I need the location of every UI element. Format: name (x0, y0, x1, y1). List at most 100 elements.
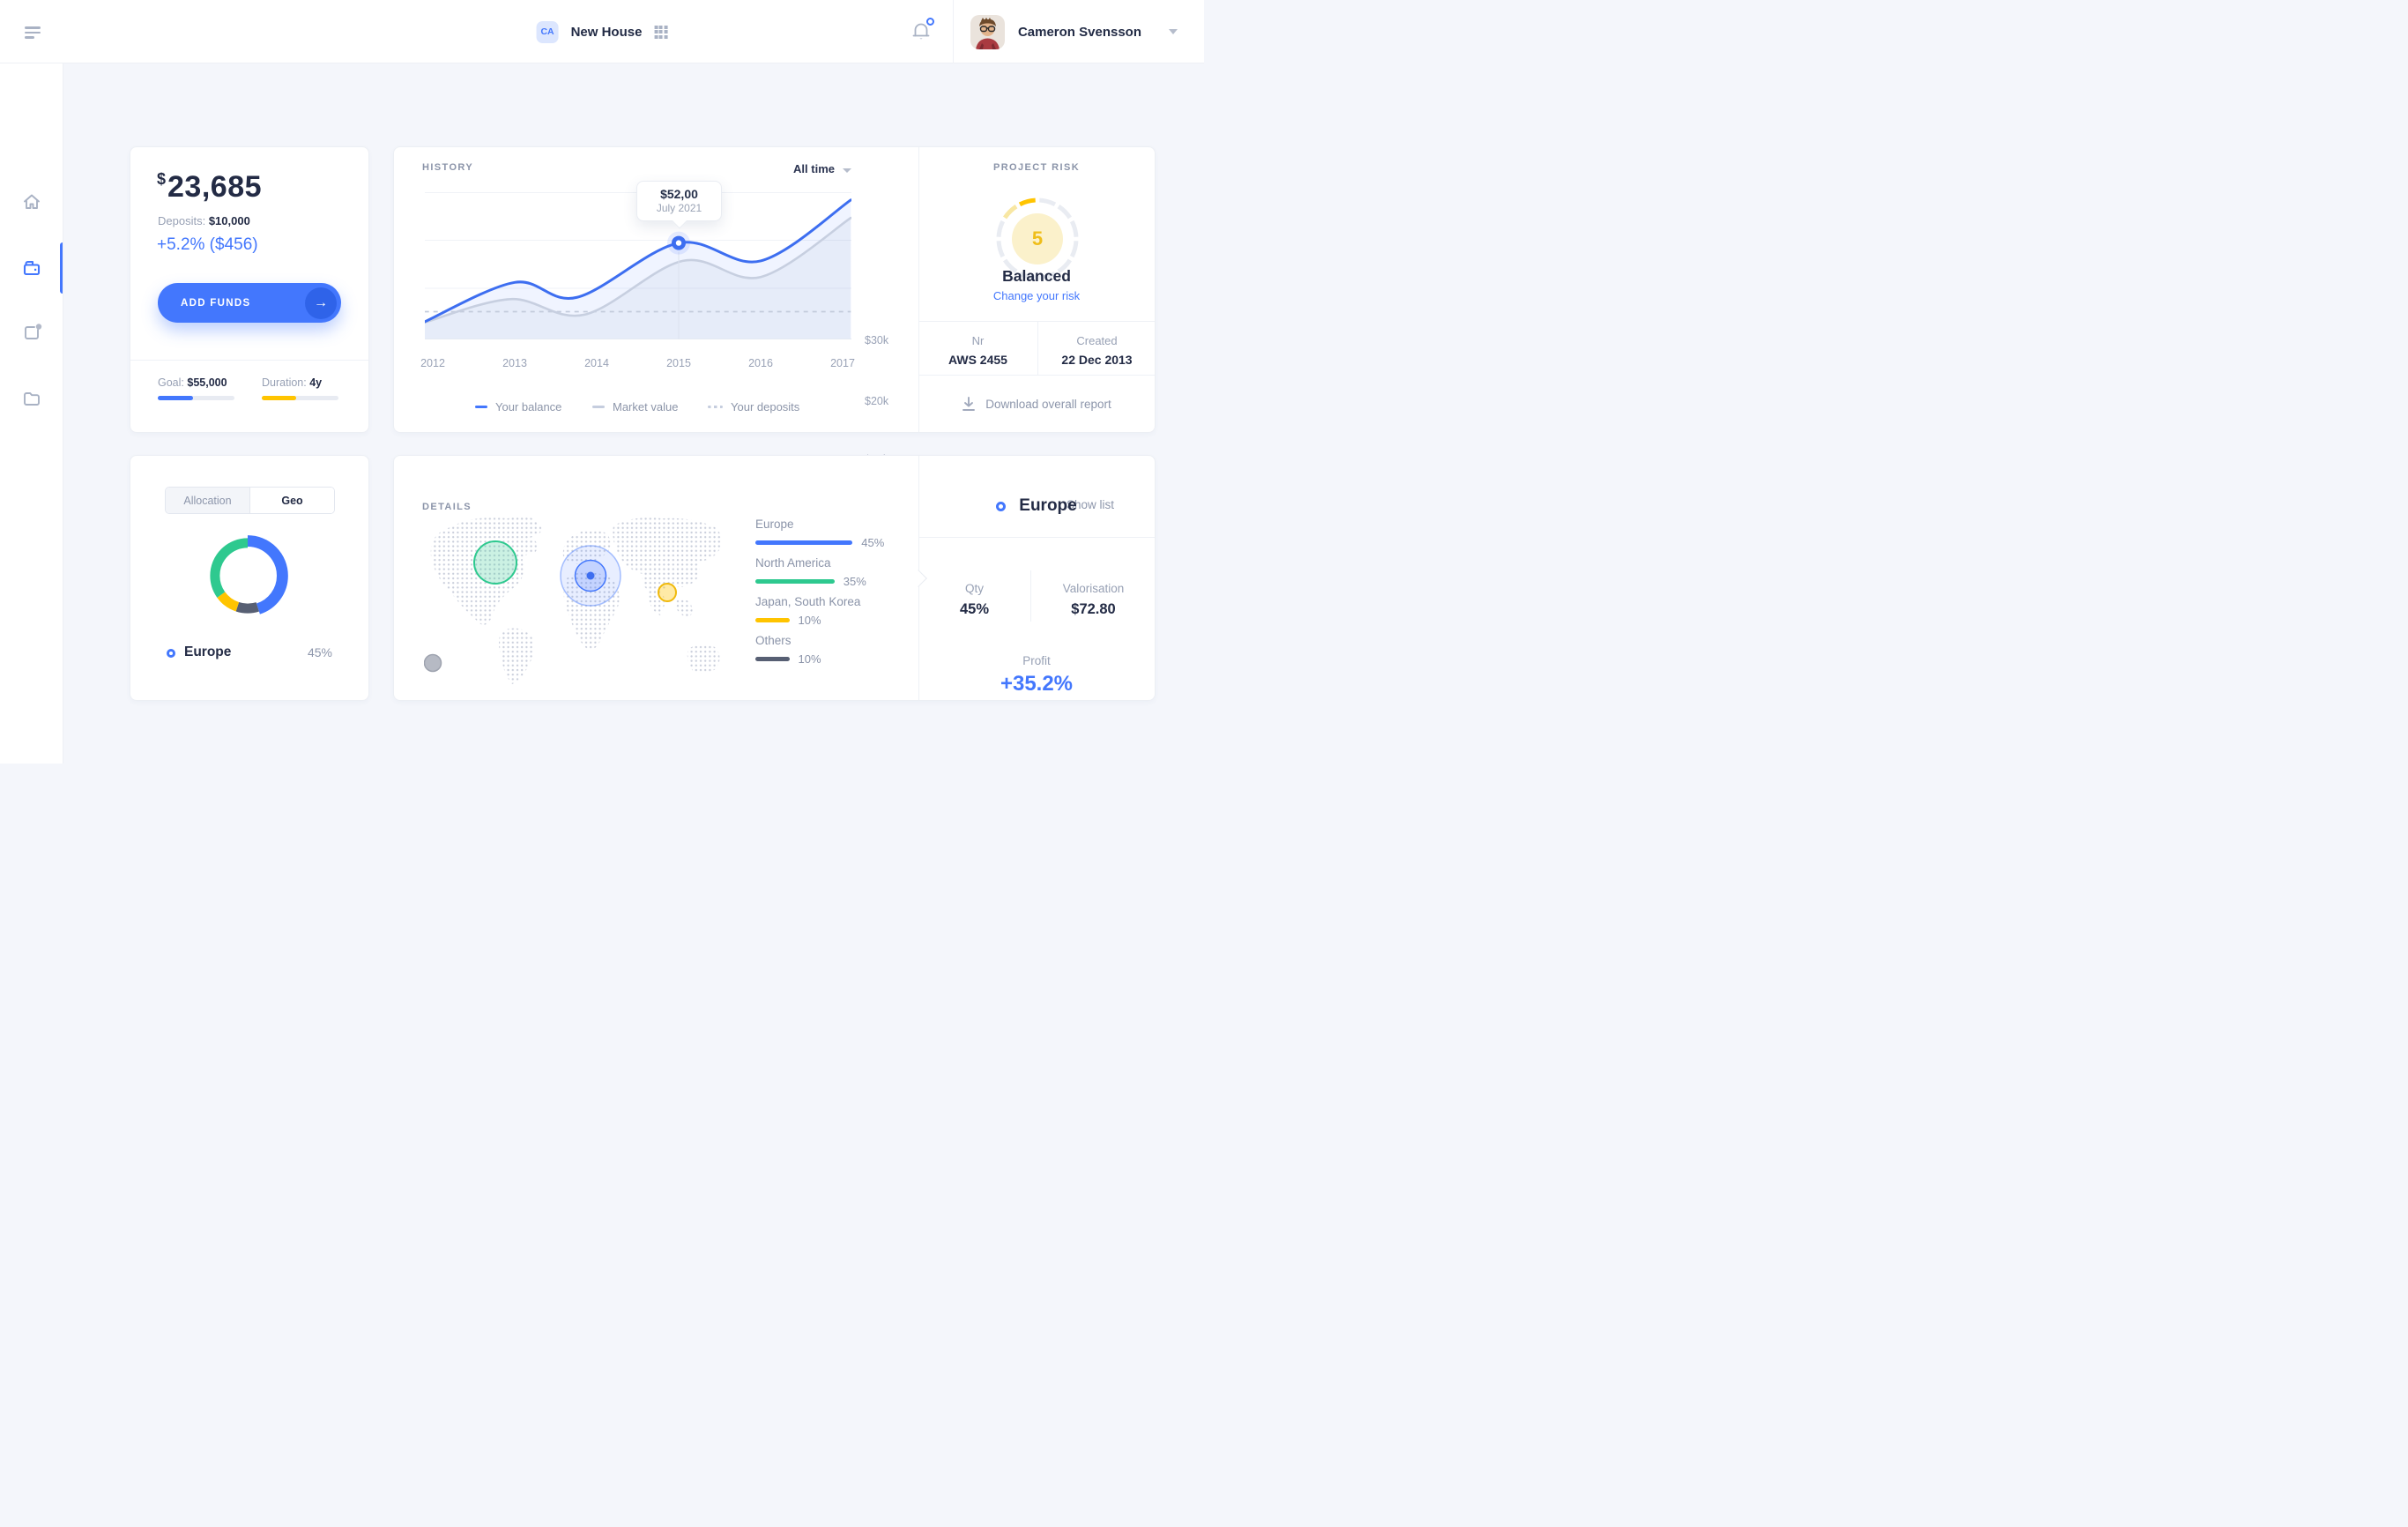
goal-line: Goal: $55,000 (158, 376, 227, 389)
wallet-icon (23, 260, 41, 276)
allocation-donut (207, 535, 288, 616)
qty-block: Qty 45% (959, 582, 990, 617)
duration-line: Duration: 4y (262, 376, 323, 389)
menu-icon[interactable] (25, 26, 41, 39)
donut-legend-name[interactable]: Europe (184, 644, 232, 659)
apps-grid-icon[interactable] (654, 25, 668, 39)
risk-created: Created 22 Dec 2013 (1061, 334, 1133, 367)
region-bar (755, 540, 853, 545)
workspace-switcher[interactable]: CA New House (536, 0, 668, 63)
europe-panel-title: Europe (1019, 496, 1077, 515)
x-axis-label: 2016 (748, 357, 773, 369)
divider (1030, 570, 1031, 622)
world-map (424, 508, 728, 693)
arrow-right-icon: → (305, 287, 337, 319)
notifications-button[interactable] (911, 18, 934, 42)
user-name[interactable]: Cameron Svensson (1017, 24, 1141, 40)
history-title: HISTORY (422, 162, 474, 173)
details-title: DETAILS (422, 502, 472, 512)
duration-progress (262, 396, 338, 400)
y-axis-label: $20k (865, 395, 889, 407)
divider (918, 537, 1155, 538)
valorisation-block: Valorisation $72.80 (1062, 582, 1125, 617)
x-axis-label: 2014 (584, 357, 609, 369)
legend-your-balance[interactable]: Your balance (475, 400, 561, 413)
risk-title: PROJECT RISK (992, 162, 1081, 173)
europe-bullet-icon (996, 501, 1007, 511)
card-divider (918, 147, 919, 432)
risk-gauge-svg (996, 197, 1079, 280)
balance-amount: $23,685 (157, 170, 263, 204)
duration-progress-fill (262, 396, 297, 400)
deposits-line: Deposits: $10,000 (158, 214, 250, 227)
download-icon (962, 396, 976, 411)
goal-progress (158, 396, 234, 400)
donut-legend-value: 45% (307, 645, 332, 659)
balance-change: +5.2% ($456) (157, 235, 258, 254)
region-row-europe[interactable]: Europe 45% (755, 518, 885, 549)
risk-score: 5 (1031, 227, 1044, 250)
legend-swatch (475, 405, 487, 409)
legend-your-deposits[interactable]: Your deposits (708, 400, 799, 413)
region-bar (755, 618, 790, 622)
region-bar (755, 657, 790, 661)
history-risk-card: HISTORY All time $30k $20k $10k 2012 201… (393, 146, 1156, 466)
geo-donut-chart (199, 527, 296, 624)
currency-symbol: $ (157, 170, 167, 188)
folder-icon (24, 392, 40, 406)
y-axis-label: $30k (865, 334, 889, 346)
report-icon (25, 324, 42, 339)
divider (1037, 321, 1038, 375)
europe-panel-header: Europe (918, 496, 1155, 516)
sidebar-item-home[interactable] (22, 192, 41, 212)
legend-market-value[interactable]: Market value (592, 400, 678, 413)
risk-nr: Nr AWS 2455 (948, 334, 1007, 367)
topbar-divider (952, 0, 954, 63)
sidebar-active-indicator (59, 242, 63, 294)
goal-progress-fill (158, 396, 194, 400)
add-funds-button[interactable]: ADD FUNDS → (158, 283, 341, 323)
map-marker-north-america[interactable] (473, 540, 517, 585)
avatar[interactable] (970, 14, 1005, 49)
map-marker-japan[interactable] (658, 583, 677, 602)
risk-gauge (993, 195, 1081, 283)
user-menu-chevron-icon[interactable] (1169, 29, 1178, 34)
balance-card: $23,685 Deposits: $10,000 +5.2% ($456) A… (130, 146, 369, 433)
sidebar-item-files[interactable] (22, 389, 41, 408)
allocation-geo-toggle: Allocation Geo (165, 487, 335, 514)
tab-geo[interactable]: Geo (250, 488, 334, 513)
details-card: DETAILS Show list (393, 455, 1156, 701)
region-row-north-america[interactable]: North America 35% (755, 556, 866, 588)
x-axis-label: 2012 (420, 357, 445, 369)
workspace-badge: CA (536, 20, 559, 43)
balance-divider (130, 360, 368, 361)
map-marker-europe-dot (586, 571, 595, 580)
time-range-selector[interactable]: All time (394, 162, 851, 175)
chevron-down-icon (843, 168, 851, 173)
show-list-link[interactable]: Show list (1066, 498, 1114, 511)
allocation-card: Allocation Geo Europe 45% (130, 455, 369, 701)
legend-swatch (592, 405, 605, 409)
europe-bullet-icon (167, 649, 175, 658)
notification-dot (925, 18, 934, 26)
divider (918, 375, 1155, 376)
home-icon (24, 194, 40, 209)
download-report-button[interactable]: Download overall report (918, 375, 1155, 433)
x-axis-label: 2017 (830, 357, 855, 369)
change-risk-link[interactable]: Change your risk (992, 289, 1081, 302)
sidebar (0, 63, 63, 764)
tab-allocation[interactable]: Allocation (166, 488, 250, 513)
profit-block: Profit +35.2% (1000, 654, 1074, 696)
region-row-others[interactable]: Others 10% (755, 634, 821, 666)
topbar: CA New House (0, 0, 1204, 63)
sidebar-item-reports[interactable] (22, 323, 42, 342)
risk-label: Balanced (1002, 267, 1071, 285)
region-row-japan[interactable]: Japan, South Korea 10% (755, 595, 861, 627)
x-axis-label: 2015 (666, 357, 691, 369)
divider (918, 321, 1155, 322)
legend-swatch (708, 405, 723, 409)
map-marker-others[interactable] (424, 653, 442, 673)
chart-tooltip: $52,00 July 2021 (636, 181, 722, 221)
x-axis-label: 2013 (502, 357, 527, 369)
sidebar-item-wallet[interactable] (22, 258, 41, 278)
